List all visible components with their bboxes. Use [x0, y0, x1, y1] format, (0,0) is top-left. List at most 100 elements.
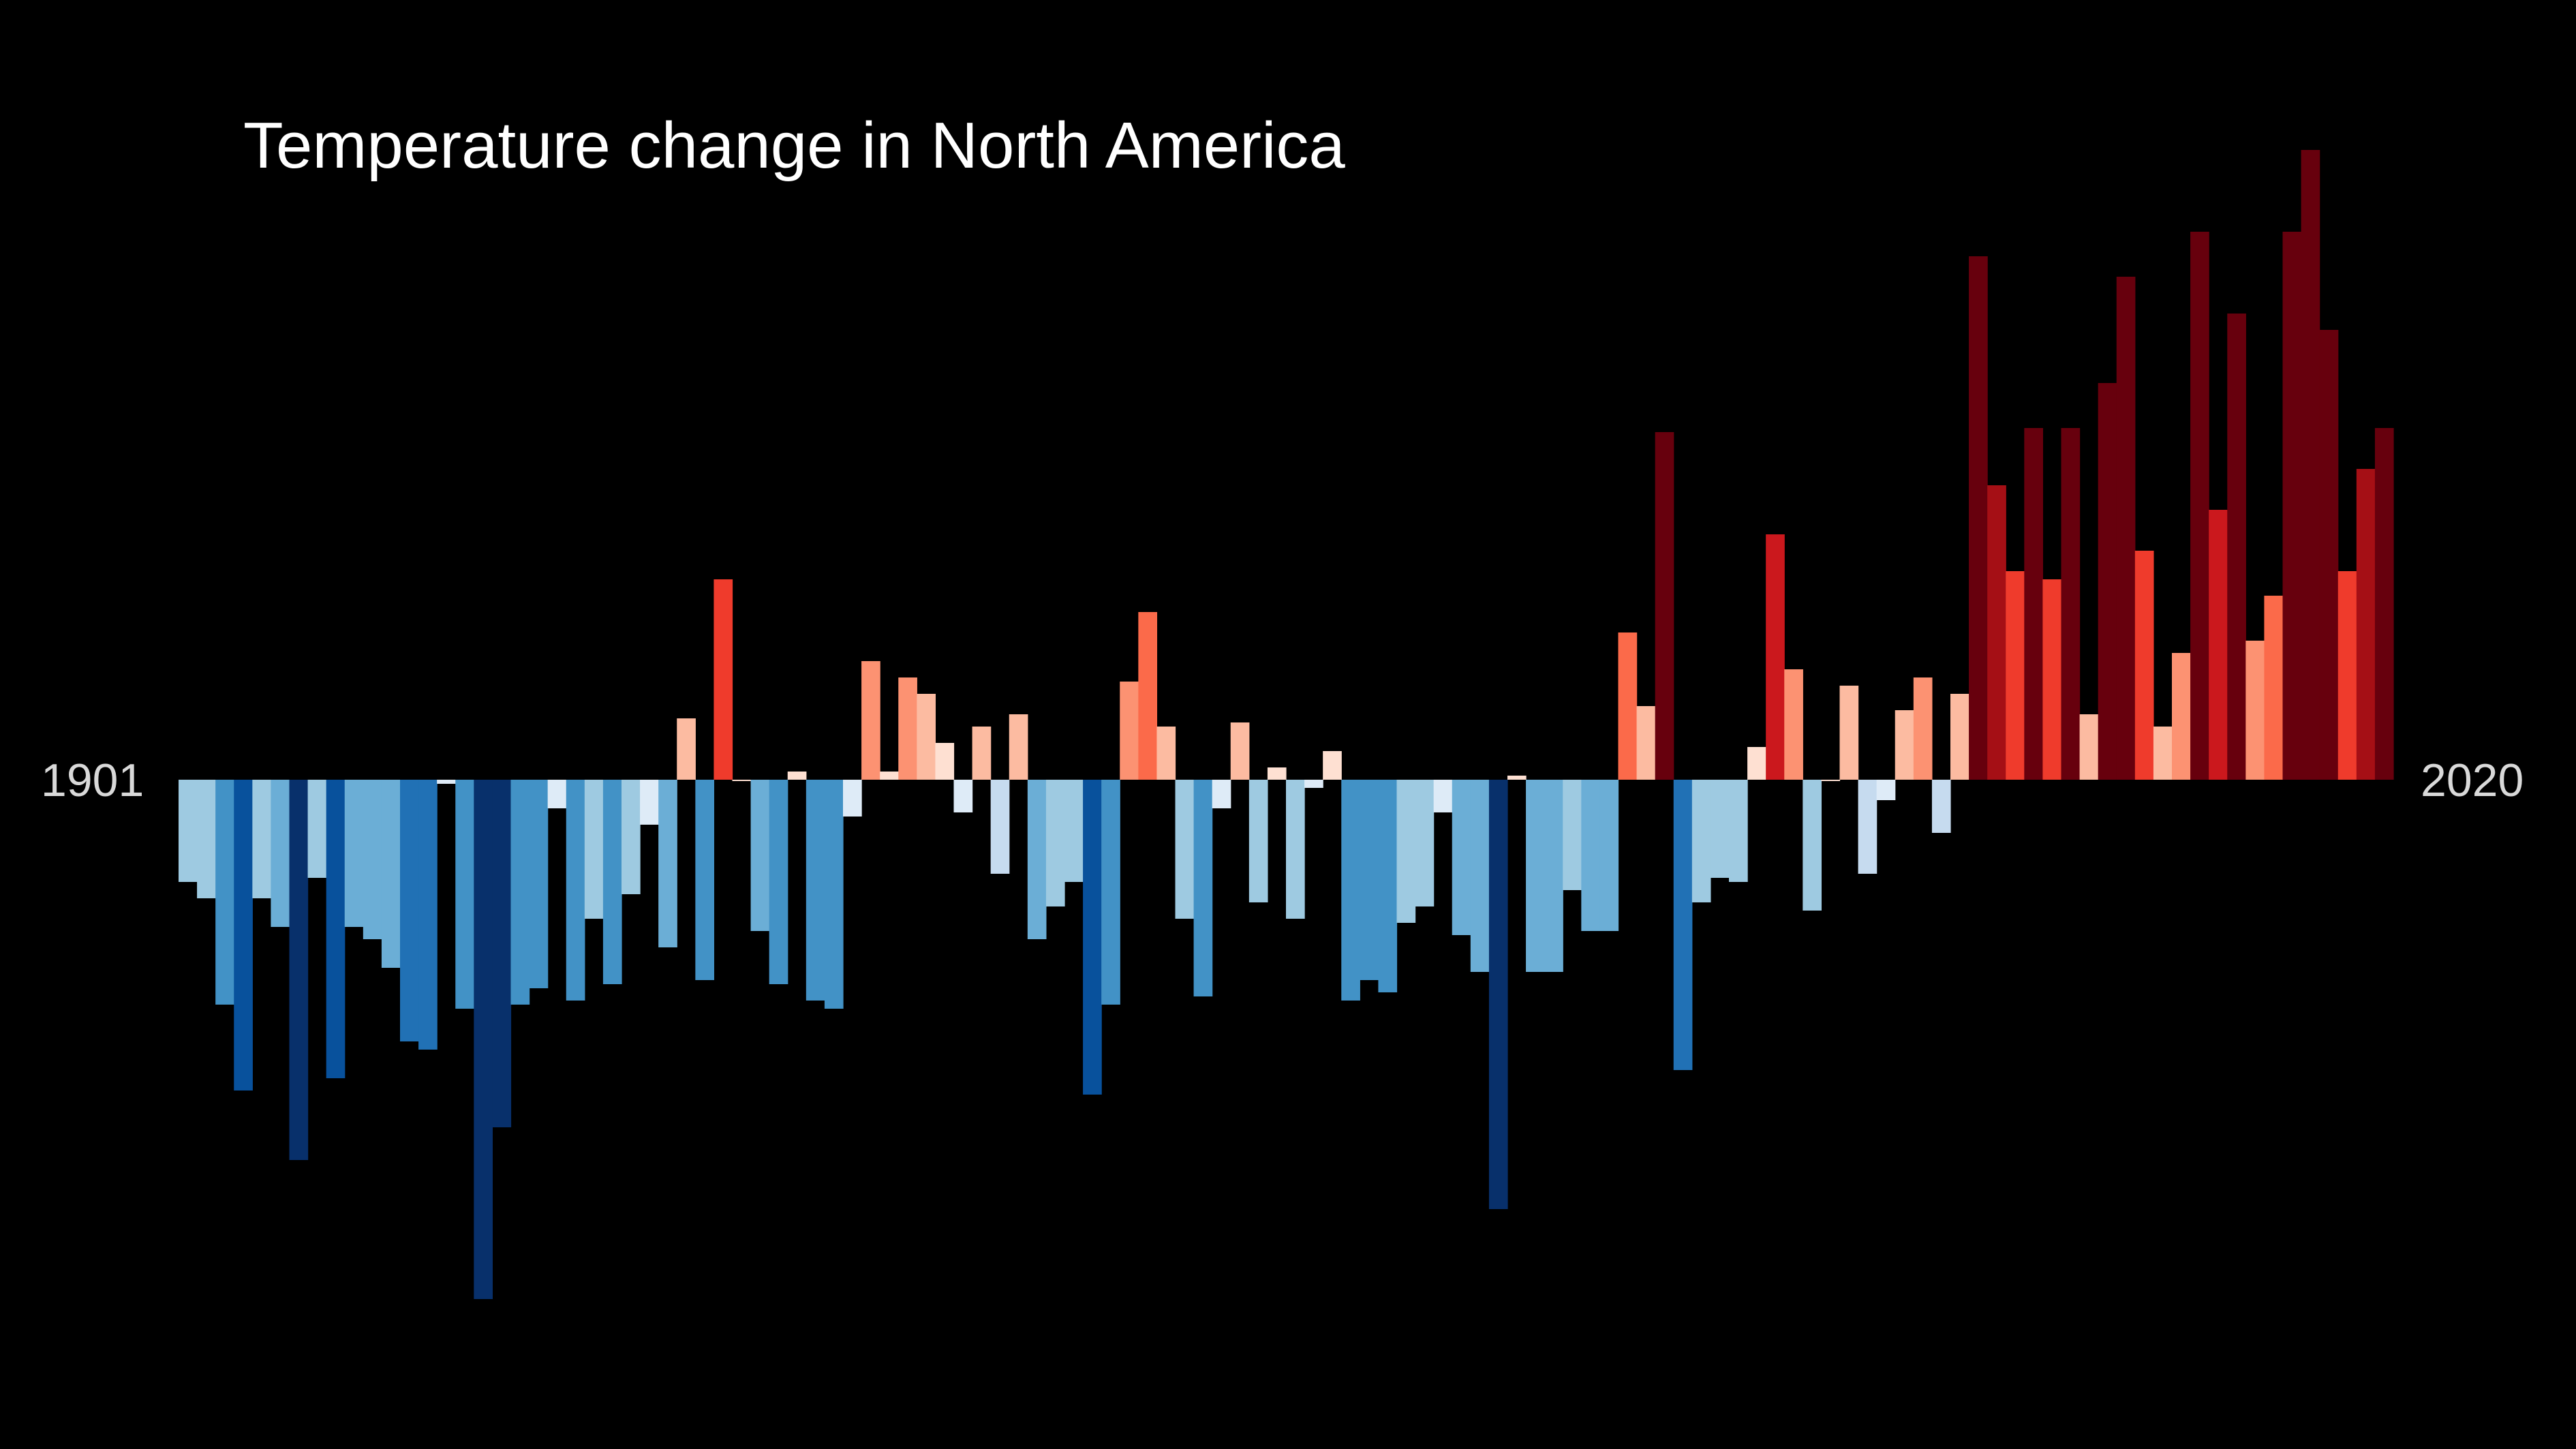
- bar-1963: [1323, 751, 1342, 780]
- bar-1919: [510, 780, 530, 1005]
- bar-1979: [1618, 632, 1638, 780]
- bar-1923: [584, 780, 604, 919]
- bar-1944: [972, 727, 992, 780]
- bar-1916: [455, 780, 474, 1009]
- bar-1946: [1009, 714, 1028, 780]
- bar-1968: [1415, 780, 1435, 906]
- bar-1965: [1360, 780, 1379, 980]
- bar-2020: [2374, 428, 2394, 780]
- bar-1975: [1544, 780, 1563, 972]
- bar-1964: [1341, 780, 1360, 1001]
- bar-1945: [990, 780, 1010, 874]
- bar-1938: [861, 661, 880, 780]
- bar-1931: [732, 780, 752, 781]
- bar-1962: [1304, 780, 1323, 788]
- bar-1903: [215, 780, 234, 1005]
- bar-1922: [566, 780, 585, 1001]
- bar-1909: [326, 780, 346, 1078]
- bar-1932: [750, 780, 770, 931]
- bar-1941: [917, 694, 936, 780]
- bar-1933: [769, 780, 788, 984]
- end-year-label: 2020: [2421, 754, 2524, 806]
- chart-title: Temperature change in North America: [243, 109, 1345, 182]
- bar-2011: [2209, 510, 2228, 780]
- bar-1983: [1691, 780, 1711, 902]
- bar-1929: [695, 780, 715, 980]
- bar-2016: [2301, 150, 2320, 780]
- bar-2015: [2282, 232, 2302, 780]
- bar-2010: [2190, 232, 2209, 780]
- bar-2003: [2061, 428, 2081, 780]
- bar-1907: [289, 780, 309, 1160]
- bar-2017: [2319, 330, 2339, 780]
- bar-2002: [2042, 579, 2062, 780]
- bar-1936: [824, 780, 844, 1009]
- bar-2004: [2079, 714, 2099, 780]
- bar-1976: [1563, 780, 1582, 890]
- bar-1943: [953, 780, 973, 812]
- bar-1959: [1248, 780, 1268, 902]
- bar-1940: [898, 677, 917, 780]
- bar-1970: [1452, 780, 1471, 935]
- bar-1949: [1064, 780, 1084, 882]
- bar-1950: [1083, 780, 1102, 1095]
- bar-2000: [2006, 571, 2025, 780]
- bar-1999: [1987, 485, 2006, 780]
- bar-1953: [1138, 612, 1158, 780]
- bar-1992: [1858, 780, 1877, 874]
- bar-2012: [2227, 314, 2246, 780]
- bar-1934: [787, 772, 807, 780]
- bar-2009: [2172, 653, 2191, 780]
- bar-1947: [1027, 780, 1047, 939]
- bar-1912: [381, 780, 401, 968]
- bar-1928: [677, 718, 696, 780]
- bar-1990: [1821, 780, 1841, 781]
- bar-1913: [400, 780, 419, 1041]
- bar-1901: [179, 780, 198, 882]
- bar-1987: [1766, 534, 1785, 780]
- bar-1915: [437, 780, 456, 784]
- bar-2018: [2337, 571, 2357, 780]
- bar-1960: [1267, 767, 1287, 780]
- bar-2013: [2245, 641, 2265, 780]
- bar-1951: [1101, 780, 1120, 1005]
- bar-1989: [1803, 780, 1822, 911]
- bar-1905: [252, 780, 272, 898]
- bar-1978: [1599, 780, 1619, 931]
- bar-1918: [492, 780, 512, 1127]
- bar-2019: [2356, 469, 2376, 780]
- bar-1994: [1895, 710, 1914, 780]
- bar-1986: [1747, 747, 1766, 780]
- bar-1996: [1931, 780, 1951, 833]
- bar-1961: [1286, 780, 1305, 919]
- bar-1914: [418, 780, 438, 1050]
- bar-1969: [1433, 780, 1453, 812]
- bar-1974: [1526, 780, 1545, 972]
- bar-1935: [806, 780, 825, 1001]
- bar-1998: [1969, 256, 1988, 780]
- bar-1930: [714, 579, 733, 780]
- bar-1908: [307, 780, 327, 878]
- bar-1939: [880, 772, 899, 780]
- bar-1955: [1175, 780, 1195, 919]
- bar-1958: [1230, 722, 1250, 780]
- bar-1952: [1120, 682, 1139, 780]
- bar-2001: [2024, 428, 2044, 780]
- bar-1911: [363, 780, 382, 939]
- bar-1995: [1913, 677, 1933, 780]
- bar-1924: [602, 780, 622, 984]
- bars-group: [179, 150, 2394, 1299]
- bar-1927: [658, 780, 677, 947]
- bar-1948: [1045, 780, 1065, 906]
- bar-1997: [1950, 694, 1969, 780]
- bar-1988: [1784, 669, 1803, 780]
- bar-1902: [197, 780, 216, 898]
- bar-1926: [640, 780, 659, 825]
- bar-1972: [1488, 780, 1508, 1209]
- bar-1982: [1673, 780, 1693, 1070]
- bar-1977: [1581, 780, 1601, 931]
- bar-1967: [1396, 780, 1416, 923]
- bar-1981: [1655, 432, 1674, 780]
- bar-1991: [1839, 686, 1859, 780]
